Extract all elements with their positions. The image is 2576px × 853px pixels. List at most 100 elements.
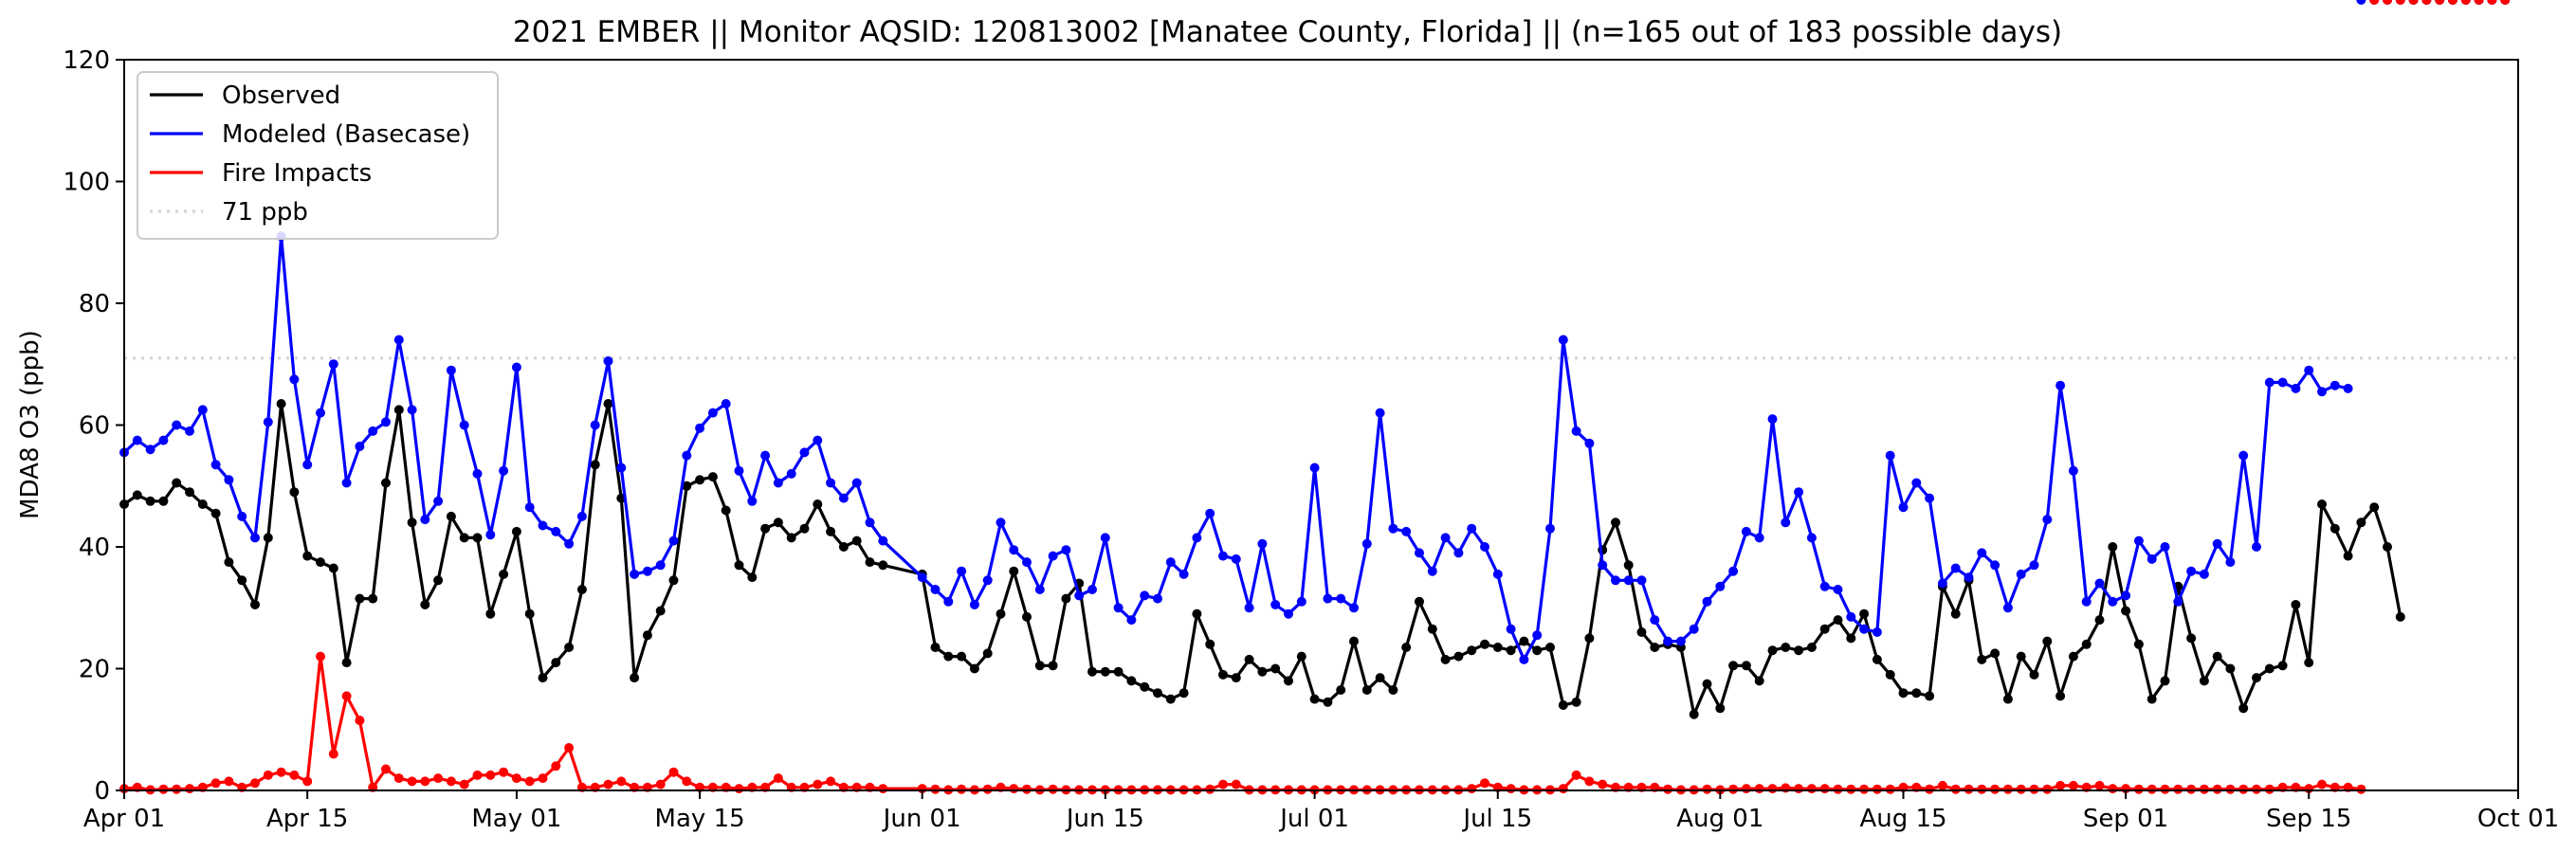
data-point xyxy=(1467,523,1477,534)
data-point xyxy=(773,517,783,528)
data-point xyxy=(145,496,155,506)
data-point xyxy=(2383,0,2392,5)
data-point xyxy=(1153,688,1162,699)
data-point xyxy=(799,447,810,458)
data-point xyxy=(524,502,535,513)
data-point xyxy=(1467,784,1477,794)
data-point xyxy=(1741,526,1751,536)
data-point xyxy=(132,435,142,445)
data-point xyxy=(2356,784,2366,794)
data-point xyxy=(2081,639,2092,649)
data-point xyxy=(499,569,509,579)
data-point xyxy=(2068,465,2078,476)
chart-title: 2021 EMBER || Monitor AQSID: 120813002 [… xyxy=(513,15,2062,49)
data-point xyxy=(747,572,758,583)
data-point xyxy=(2277,377,2288,388)
data-point xyxy=(472,533,483,543)
data-point xyxy=(1859,608,1870,619)
data-point xyxy=(1361,685,1372,695)
data-point xyxy=(381,417,391,427)
legend-label: 71 ppb xyxy=(222,198,308,227)
data-point xyxy=(1545,643,1555,652)
data-point xyxy=(381,478,391,488)
data-point xyxy=(2252,673,2261,683)
data-point xyxy=(1977,548,1987,558)
data-point xyxy=(1571,770,1581,780)
data-point xyxy=(1636,627,1647,637)
data-point xyxy=(185,487,194,498)
data-point xyxy=(459,533,469,543)
data-point xyxy=(2474,0,2484,5)
data-point xyxy=(642,630,652,641)
data-point xyxy=(1598,560,1608,571)
data-point xyxy=(2042,784,2053,794)
data-point xyxy=(446,365,456,375)
data-point xyxy=(1453,651,1464,662)
data-point xyxy=(982,784,993,794)
data-point xyxy=(2147,554,2157,564)
data-point xyxy=(695,475,705,485)
data-point xyxy=(1558,335,1568,345)
data-point xyxy=(316,408,325,418)
data-point xyxy=(2160,784,2170,794)
data-point xyxy=(2264,663,2275,674)
data-point xyxy=(1819,624,1830,634)
data-point xyxy=(1754,784,1764,794)
data-point xyxy=(1728,661,1739,671)
data-point xyxy=(1885,669,1895,680)
data-point xyxy=(865,517,875,528)
y-tick-label: 100 xyxy=(63,169,110,197)
data-point xyxy=(1728,566,1739,576)
data-point xyxy=(1113,603,1124,613)
data-point xyxy=(2068,651,2078,662)
data-point xyxy=(1781,643,1791,652)
data-point xyxy=(158,435,169,445)
data-point xyxy=(760,450,771,461)
data-point xyxy=(263,417,273,427)
data-point xyxy=(1100,666,1110,677)
data-point xyxy=(1270,600,1281,609)
data-point xyxy=(381,764,391,774)
data-point xyxy=(2460,0,2471,5)
x-tick-label: Sep 15 xyxy=(2266,805,2351,833)
data-point xyxy=(1100,533,1110,543)
data-point xyxy=(1767,414,1778,425)
data-point xyxy=(355,593,365,604)
data-point xyxy=(1126,615,1137,626)
data-point xyxy=(485,530,496,540)
data-point xyxy=(2317,499,2327,509)
data-point xyxy=(2317,779,2327,789)
data-point xyxy=(1178,688,1189,699)
data-point xyxy=(1571,426,1581,436)
data-point xyxy=(1833,784,1843,794)
data-point xyxy=(1558,700,1568,710)
y-tick-label: 120 xyxy=(63,46,110,75)
data-point xyxy=(2329,523,2340,534)
data-point xyxy=(1361,538,1372,549)
data-point xyxy=(747,496,758,506)
data-point xyxy=(2291,600,2301,609)
data-point xyxy=(2238,703,2249,714)
data-point xyxy=(2448,0,2457,5)
data-point xyxy=(1009,566,1019,576)
data-point xyxy=(1754,676,1764,686)
data-point xyxy=(1911,688,1922,699)
data-point xyxy=(1819,581,1830,591)
data-point xyxy=(1545,523,1555,534)
data-point xyxy=(1048,551,1058,561)
data-point xyxy=(485,770,496,780)
data-point xyxy=(1584,633,1595,644)
data-point xyxy=(1205,639,1215,649)
data-point xyxy=(2408,0,2419,5)
data-point xyxy=(250,533,260,543)
data-point xyxy=(2369,0,2380,5)
data-point xyxy=(2356,517,2366,528)
data-point xyxy=(1950,784,1961,794)
data-point xyxy=(210,460,221,470)
data-point xyxy=(2173,596,2183,607)
data-point xyxy=(210,508,221,518)
data-point xyxy=(1205,784,1215,794)
data-point xyxy=(2199,569,2209,579)
x-tick-label: Jul 01 xyxy=(1278,805,1349,833)
data-point xyxy=(1506,645,1516,656)
